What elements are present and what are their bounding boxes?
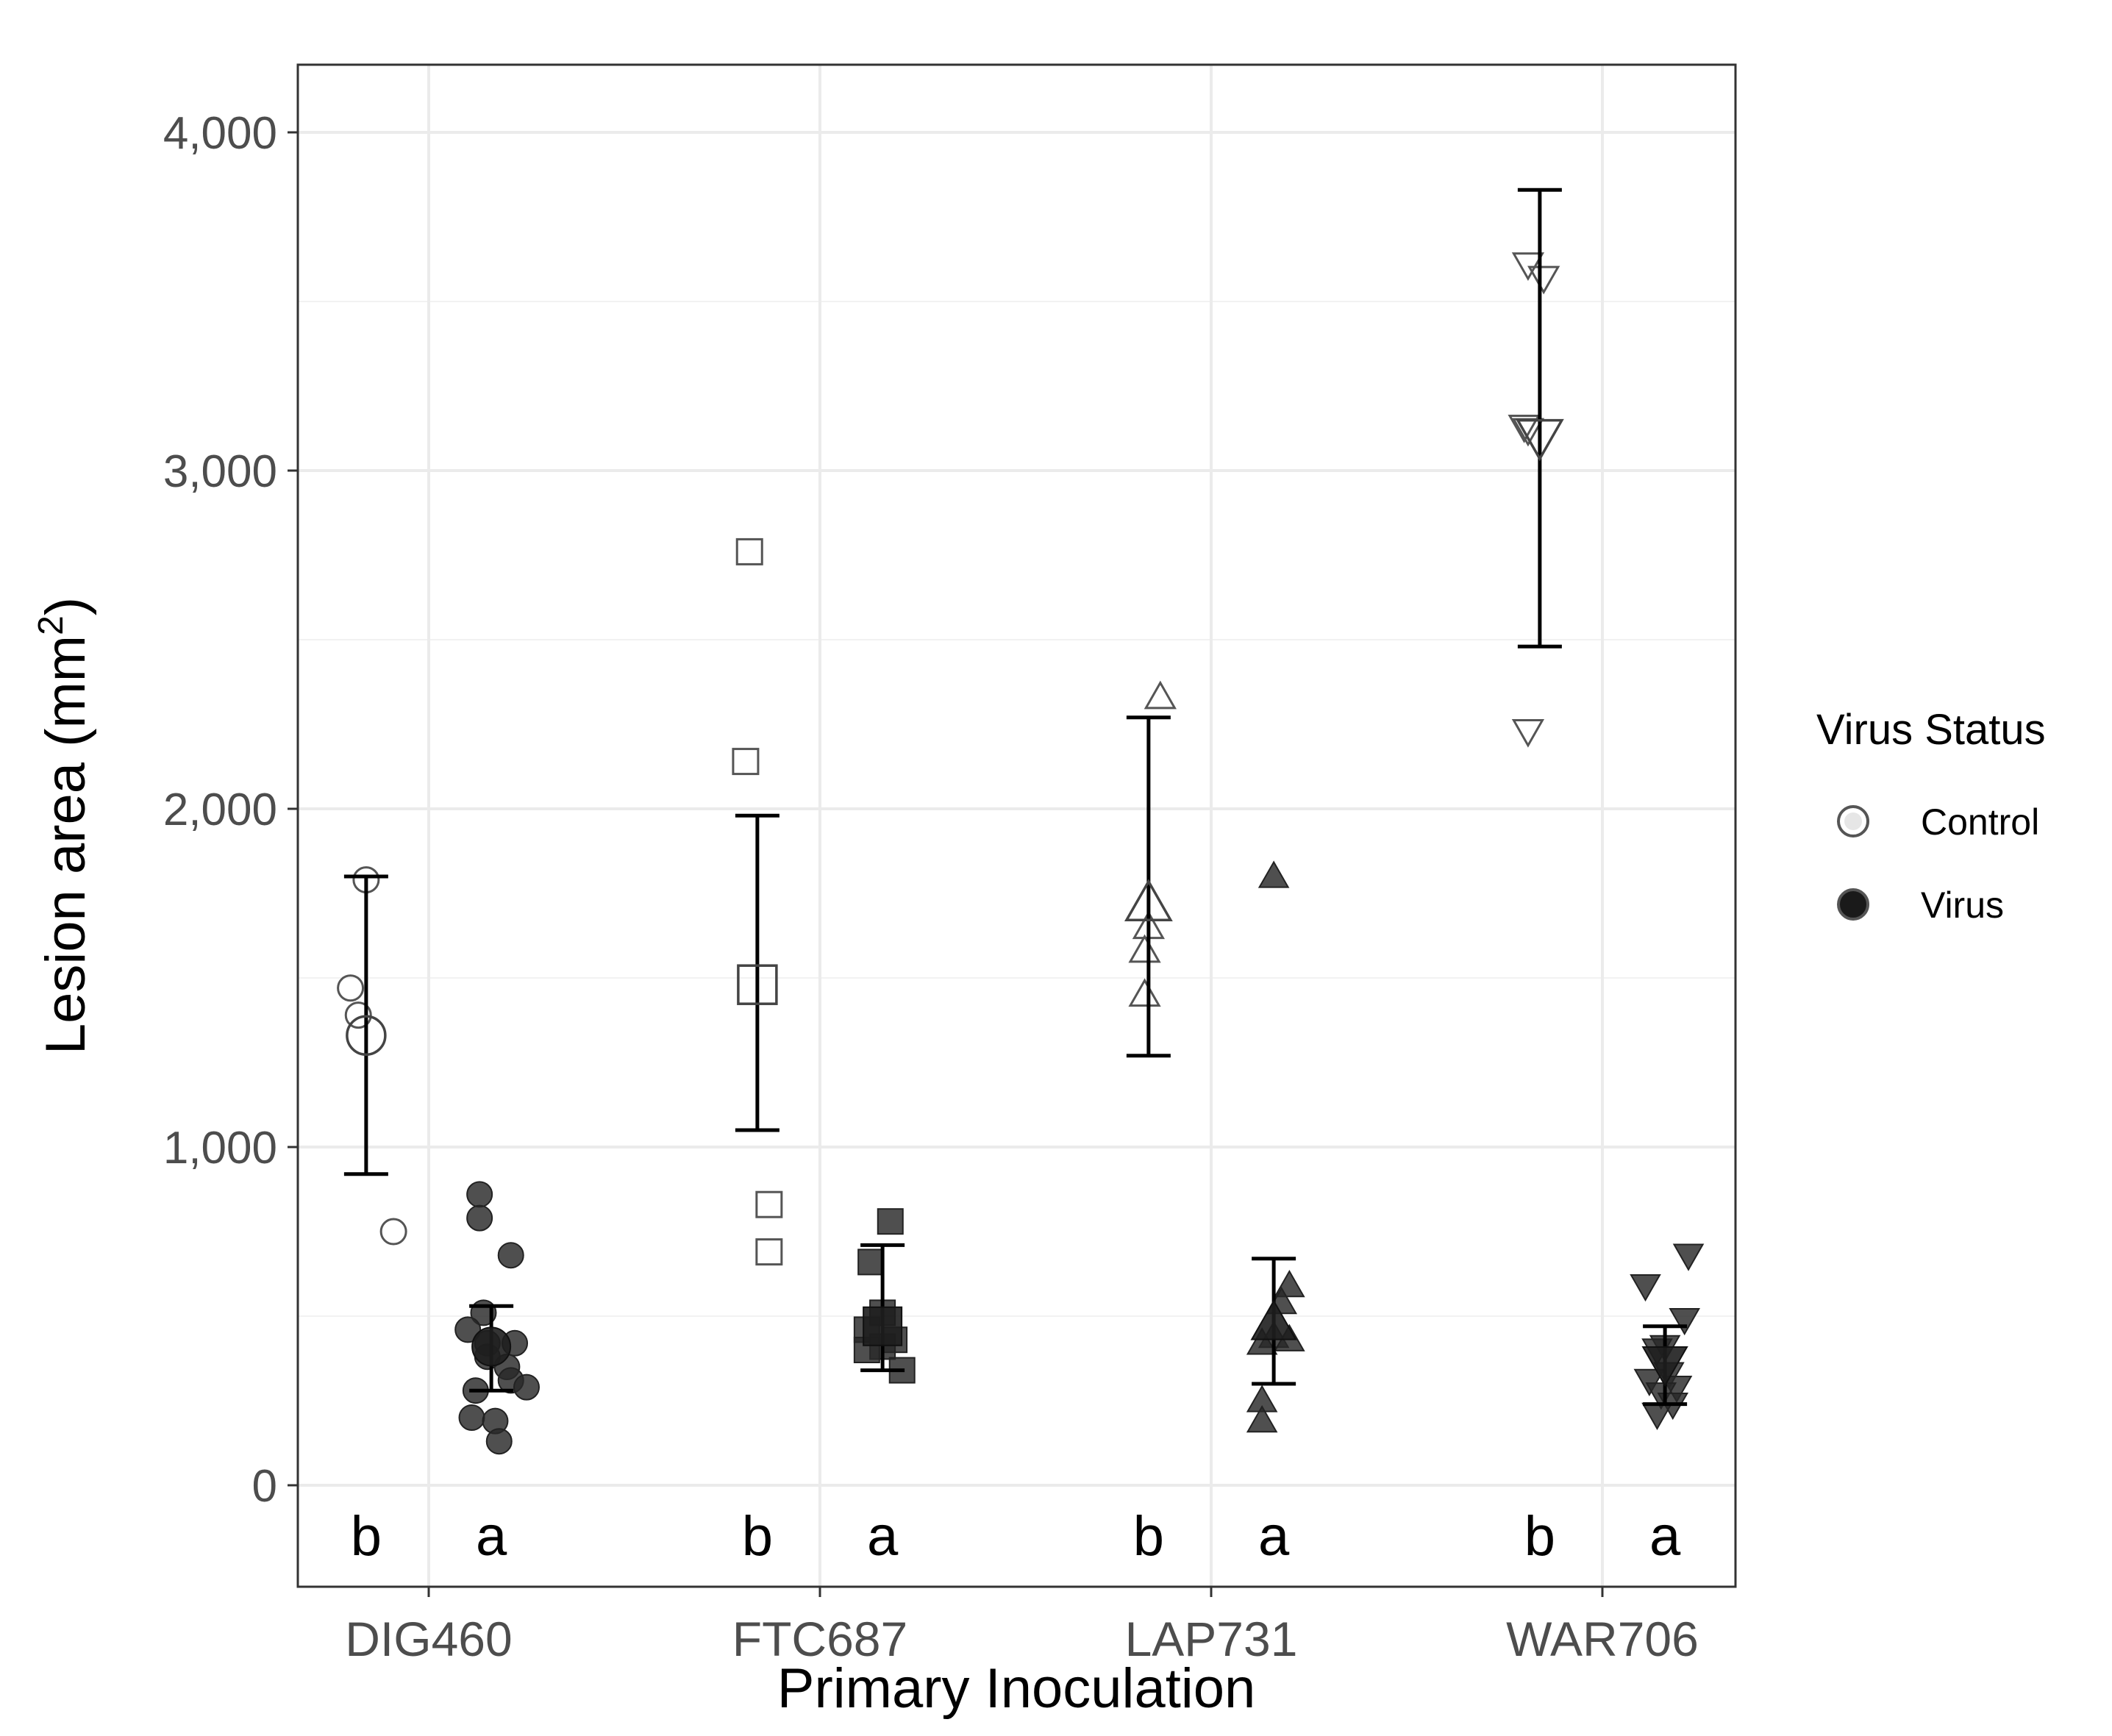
panel-background xyxy=(298,65,1735,1587)
data-point xyxy=(466,1204,493,1232)
significance-letter: b xyxy=(1524,1505,1555,1568)
data-point xyxy=(857,1249,885,1276)
data-layer xyxy=(337,187,1705,1455)
mean-marker xyxy=(737,964,778,1005)
data-point xyxy=(1633,1368,1666,1396)
data-point xyxy=(466,1181,493,1208)
x-tick-label: FTC687 xyxy=(732,1612,907,1666)
significance-letter: b xyxy=(351,1505,382,1568)
data-point xyxy=(337,974,365,1002)
y-axis-title-main: Lesion area (mm xyxy=(35,635,97,1054)
significance-letter: a xyxy=(867,1505,899,1568)
data-point xyxy=(1672,1243,1705,1271)
y-axis-title-superscript: 2 xyxy=(32,615,71,635)
legend-title: Virus Status xyxy=(1816,706,2046,754)
y-tick-label: 4,000 xyxy=(163,108,277,159)
data-point xyxy=(1144,680,1177,710)
y-tick-label: 0 xyxy=(252,1461,277,1512)
y-tick-label: 2,000 xyxy=(163,785,277,835)
data-point xyxy=(732,748,760,776)
data-point xyxy=(1527,265,1560,295)
legend-key-control-inner xyxy=(1844,812,1862,830)
mean-marker xyxy=(1124,879,1173,921)
legend-entry-virus: Virus xyxy=(1837,885,2004,926)
mean-marker xyxy=(346,1015,387,1056)
data-point xyxy=(1246,1327,1278,1355)
x-tick-label: LAP731 xyxy=(1125,1612,1298,1666)
significance-letter: a xyxy=(1258,1505,1290,1568)
x-tick-label: DIG460 xyxy=(345,1612,512,1666)
legend-key-virus xyxy=(1837,888,1869,921)
data-point xyxy=(1246,1405,1278,1433)
data-point xyxy=(485,1428,513,1455)
legend: Virus Status Control Virus xyxy=(1816,706,2046,926)
x-axis-title: Primary Inoculation xyxy=(777,1657,1256,1720)
significance-letter: b xyxy=(1133,1505,1164,1568)
data-point xyxy=(1508,415,1541,443)
mean-marker xyxy=(1641,1346,1688,1387)
y-tick-label: 3,000 xyxy=(163,446,277,497)
y-axis-title: Lesion area (mm2) xyxy=(32,597,97,1054)
panel-border xyxy=(296,63,1737,1588)
data-point xyxy=(1669,1307,1700,1336)
mean-marker xyxy=(1250,1299,1297,1340)
data-point xyxy=(344,1001,372,1029)
data-point xyxy=(877,1208,904,1235)
significance-letter: a xyxy=(476,1505,507,1568)
axis-layer: 0 1,000 2,000 3,000 4,000 DIG460 FTC687 LAP731 W… xyxy=(163,108,1699,1666)
significance-letter: a xyxy=(1649,1505,1681,1568)
data-point xyxy=(513,1374,540,1401)
mean-marker xyxy=(1515,418,1564,462)
mean-marker xyxy=(863,1306,903,1346)
data-point xyxy=(1511,719,1545,748)
data-point xyxy=(458,1404,485,1431)
grid-layer xyxy=(298,65,1735,1587)
data-point xyxy=(454,1316,482,1343)
legend-label-virus: Virus xyxy=(1921,885,2004,926)
data-point xyxy=(1630,1274,1661,1302)
data-point xyxy=(755,1190,783,1218)
data-point xyxy=(379,1218,407,1246)
y-axis-title-close: ) xyxy=(35,597,97,615)
data-point xyxy=(755,1238,783,1266)
significance-letter: b xyxy=(742,1505,773,1568)
y-tick-label: 1,000 xyxy=(163,1123,277,1174)
data-point xyxy=(497,1242,524,1269)
data-point xyxy=(1128,978,1161,1007)
data-point xyxy=(735,537,763,565)
data-point xyxy=(1128,934,1161,963)
mean-marker xyxy=(471,1326,512,1367)
data-point xyxy=(1257,860,1290,888)
legend-entry-control: Control xyxy=(1837,801,2039,843)
x-tick-label: WAR706 xyxy=(1506,1612,1699,1666)
legend-label-control: Control xyxy=(1921,801,2039,843)
